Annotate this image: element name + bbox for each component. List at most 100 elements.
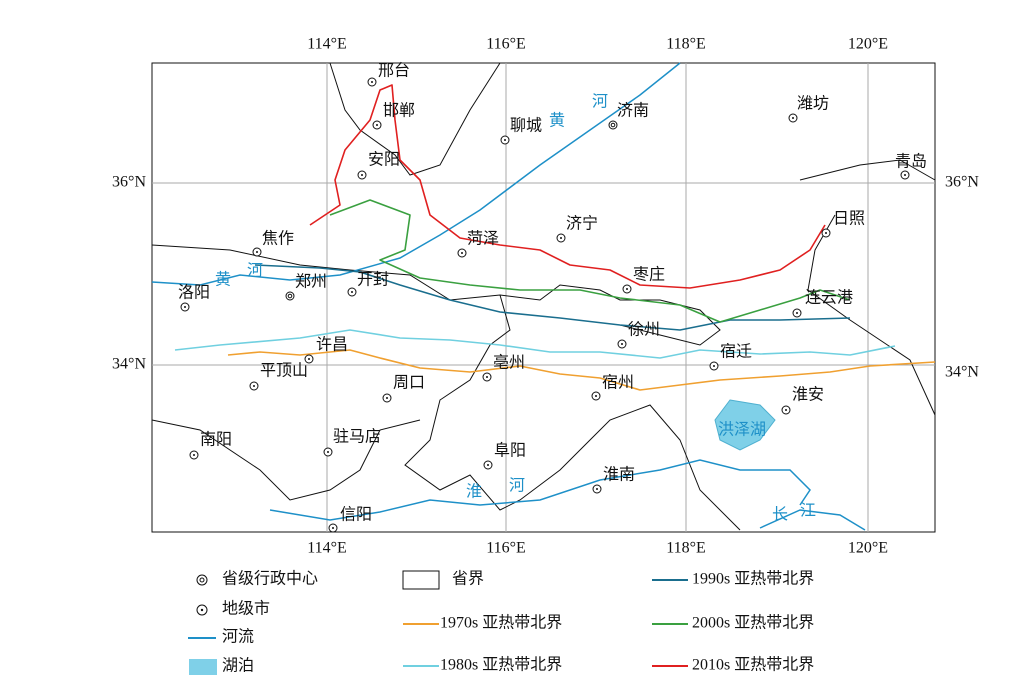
city-marker-ring bbox=[287, 293, 293, 299]
city-marker-dot bbox=[351, 291, 353, 293]
city-marker-dot bbox=[621, 343, 623, 345]
city-marker-dot bbox=[713, 365, 715, 367]
city-marker-dot bbox=[796, 312, 798, 314]
city-label: 徐州 bbox=[628, 321, 660, 339]
city-label: 焦作 bbox=[262, 230, 294, 248]
city-marker-dot bbox=[785, 409, 787, 411]
city-label: 平顶山 bbox=[260, 362, 308, 380]
city-label: 聊城 bbox=[510, 117, 542, 135]
city-label: 青岛 bbox=[895, 153, 927, 171]
lon-label-top: 118°E bbox=[666, 36, 706, 53]
city-marker-dot bbox=[792, 117, 794, 119]
boundary-1970s bbox=[227, 349, 936, 391]
city-label: 济宁 bbox=[566, 215, 598, 233]
lat-label-left: 36°N bbox=[112, 174, 146, 191]
rivers bbox=[151, 62, 866, 531]
water-label: 江 bbox=[800, 502, 816, 520]
legend-label: 1990s 亚热带北界 bbox=[692, 570, 814, 588]
city-marker-dot bbox=[253, 385, 255, 387]
lat-label-right: 36°N bbox=[945, 174, 979, 191]
water-label: 长 bbox=[772, 506, 788, 524]
legend-label: 2000s 亚热带北界 bbox=[692, 614, 814, 632]
city-marker-dot bbox=[386, 397, 388, 399]
legend-label: 湖泊 bbox=[222, 657, 254, 675]
city-label: 淮南 bbox=[603, 466, 635, 484]
lake bbox=[714, 399, 776, 451]
legend-label: 河流 bbox=[222, 628, 254, 646]
legend-label: 省界 bbox=[452, 570, 484, 588]
city-marker-dot bbox=[486, 376, 488, 378]
city-marker-dot bbox=[376, 124, 378, 126]
city-label: 枣庄 bbox=[633, 266, 665, 284]
city-marker-dot bbox=[371, 81, 373, 83]
boundary-2010s bbox=[309, 84, 826, 289]
legend-label: 省级行政中心 bbox=[222, 570, 318, 588]
city-marker-dot bbox=[904, 174, 906, 176]
lon-label-top: 114°E bbox=[307, 36, 347, 53]
city-label: 周口 bbox=[393, 375, 425, 392]
city-marker-dot bbox=[595, 395, 597, 397]
city-label: 阜阳 bbox=[494, 442, 526, 460]
city-marker-dot bbox=[332, 527, 334, 529]
city-label: 郑州 bbox=[295, 273, 327, 291]
city-marker-dot bbox=[560, 237, 562, 239]
lon-label-bottom: 114°E bbox=[307, 540, 347, 557]
city-label: 菏泽 bbox=[467, 230, 499, 248]
city-marker bbox=[608, 120, 618, 130]
city-label: 安阳 bbox=[368, 151, 400, 169]
city-label: 连云港 bbox=[805, 289, 853, 307]
city-label: 邯郸 bbox=[383, 102, 415, 120]
city-marker bbox=[285, 291, 295, 301]
boundary-2000s bbox=[329, 199, 851, 323]
lon-label-bottom: 120°E bbox=[848, 540, 888, 557]
boundary-1980s bbox=[174, 329, 896, 359]
city-marker-dot bbox=[504, 139, 506, 141]
lat-label-right: 34°N bbox=[945, 364, 979, 381]
city-marker-dot bbox=[596, 488, 598, 490]
city-marker-dot bbox=[256, 251, 258, 253]
water-label: 洪泽湖 bbox=[718, 421, 766, 439]
lon-label-bottom: 118°E bbox=[666, 540, 706, 557]
water-label: 淮 bbox=[466, 483, 482, 501]
lat-label-left: 34°N bbox=[112, 356, 146, 373]
boundary-1990s bbox=[254, 264, 851, 331]
province-borders bbox=[151, 62, 936, 531]
city-label: 驻马店 bbox=[333, 428, 381, 446]
city-label: 宿州 bbox=[602, 374, 634, 392]
water-label: 河 bbox=[592, 93, 608, 111]
city-label: 邢台 bbox=[378, 62, 410, 80]
city-label: 淮安 bbox=[792, 386, 824, 404]
city-label: 亳州 bbox=[493, 354, 525, 372]
city-label: 日照 bbox=[833, 210, 865, 228]
city-marker-dot bbox=[461, 252, 463, 254]
city-label: 开封 bbox=[357, 271, 389, 289]
water-label: 河 bbox=[247, 262, 263, 280]
city-marker-dot bbox=[487, 464, 489, 466]
city-label: 洛阳 bbox=[178, 284, 210, 302]
city-label: 潍坊 bbox=[797, 95, 829, 113]
city-marker-dot bbox=[193, 454, 195, 456]
legend-label: 2010s 亚热带北界 bbox=[692, 656, 814, 674]
water-label: 河 bbox=[509, 477, 525, 495]
water-label: 黄 bbox=[215, 271, 231, 289]
city-marker-dot bbox=[184, 306, 186, 308]
legend-label: 1980s 亚热带北界 bbox=[440, 656, 562, 674]
lon-label-bottom: 116°E bbox=[486, 540, 526, 557]
lon-label-top: 116°E bbox=[486, 36, 526, 53]
city-label: 济南 bbox=[617, 102, 649, 120]
water-label: 黄 bbox=[549, 112, 565, 130]
city-label: 许昌 bbox=[316, 336, 348, 354]
city-marker-ring bbox=[610, 122, 616, 128]
city-label: 南阳 bbox=[200, 431, 232, 449]
city-marker-dot bbox=[327, 451, 329, 453]
city-marker-dot bbox=[308, 358, 310, 360]
city-marker-dot bbox=[626, 288, 628, 290]
city-marker-dot bbox=[825, 232, 827, 234]
lon-label-top: 120°E bbox=[848, 36, 888, 53]
legend-label: 地级市 bbox=[222, 600, 270, 618]
legend-label: 1970s 亚热带北界 bbox=[440, 614, 562, 632]
city-label: 信阳 bbox=[340, 506, 372, 524]
city-label: 宿迁 bbox=[720, 343, 752, 361]
